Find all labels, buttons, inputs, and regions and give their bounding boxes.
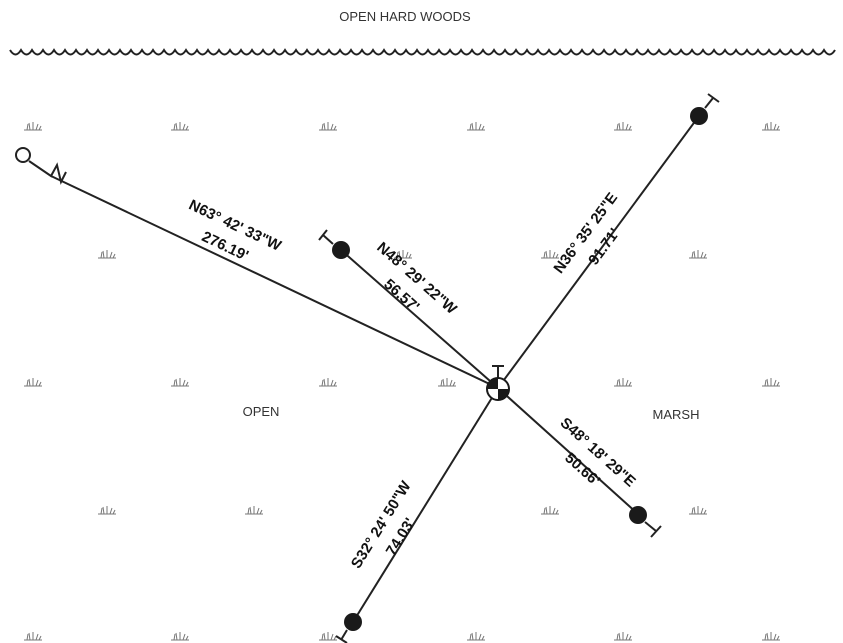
tie-label-ne: N36° 35' 25"E 91.71' [550, 190, 623, 277]
marsh-grass-icon [541, 506, 559, 515]
tie-line-se [497, 387, 639, 515]
marsh-grass-icon [614, 632, 632, 641]
tie-point-nw-short [318, 229, 350, 259]
marsh-grass-icon [245, 506, 263, 515]
tie-point-sw [335, 613, 362, 643]
benchmark-target-icon [486, 365, 510, 401]
marsh-grass-icon [614, 378, 632, 387]
tie-line-sw [352, 387, 499, 623]
marsh-grass-icon [689, 506, 707, 515]
marsh-grass-icon [171, 632, 189, 641]
marsh-grass-icon [762, 378, 780, 387]
marsh-grass-icon [689, 250, 707, 259]
marsh-grass-icon [541, 250, 559, 259]
tie-point-ne [690, 93, 720, 125]
marsh-grass-icon [614, 122, 632, 131]
marsh-grass-icon [467, 122, 485, 131]
filled-circle-icon [332, 241, 350, 259]
marsh-grass-icon [319, 378, 337, 387]
marsh-grass-icon [98, 506, 116, 515]
tie-line-ne [497, 115, 700, 389]
tree-line-boundary [9, 48, 836, 56]
marsh-grass-icon [762, 632, 780, 641]
marsh-grass-icon [467, 632, 485, 641]
marsh-grass-icon [98, 250, 116, 259]
tie-label-se: S48° 18' 29"E 50.66' [557, 414, 639, 490]
marsh-grass-icon [24, 378, 42, 387]
marsh-grass-icon [24, 632, 42, 641]
vegetation-symbols [24, 122, 780, 641]
marsh-grass-icon [171, 122, 189, 131]
tie-label-nw-short: N48° 29' 22"W 56.57' [373, 239, 460, 318]
filled-circle-icon [344, 613, 362, 631]
filled-circle-icon [629, 506, 647, 524]
tie-point-se [629, 506, 662, 538]
marsh-grass-icon [319, 632, 337, 641]
area-label-marsh: MARSH [653, 407, 700, 422]
tie-line-nw-long [50, 175, 499, 389]
marsh-grass-icon [171, 378, 189, 387]
tie-label-sw: S32° 24' 50"W 74.03' [348, 478, 419, 572]
marsh-grass-icon [438, 378, 456, 387]
marsh-grass-icon [394, 250, 412, 259]
marsh-grass-icon [762, 122, 780, 131]
iron-pin-icon [15, 147, 67, 185]
area-label-open-hard-woods: OPEN HARD WOODS [339, 9, 471, 24]
tie-line-nw-short [340, 249, 499, 389]
filled-circle-icon [690, 107, 708, 125]
tie-label-nw-long: N63° 42' 33"W 276.19' [186, 196, 284, 264]
marsh-grass-icon [319, 122, 337, 131]
area-label-open: OPEN [243, 404, 280, 419]
marsh-grass-icon [24, 122, 42, 131]
